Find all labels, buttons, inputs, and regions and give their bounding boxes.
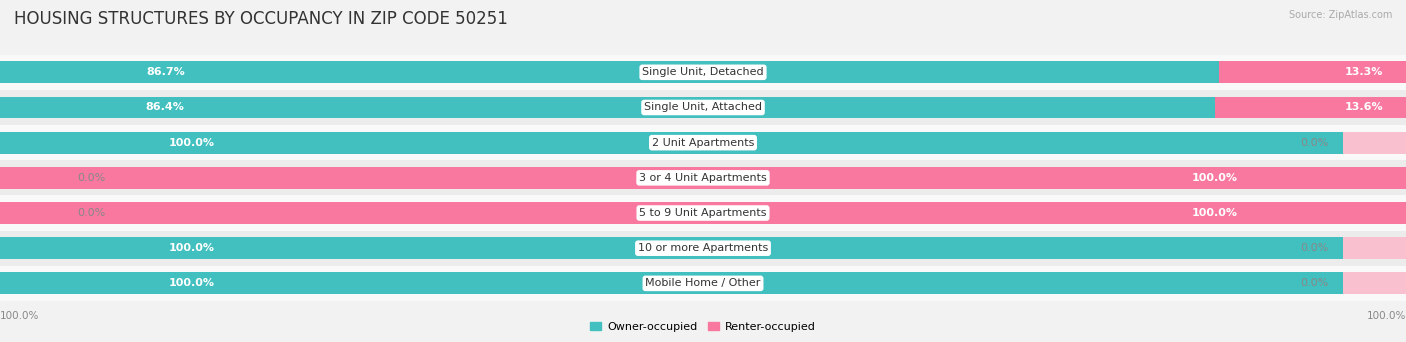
Text: HOUSING STRUCTURES BY OCCUPANCY IN ZIP CODE 50251: HOUSING STRUCTURES BY OCCUPANCY IN ZIP C… [14, 10, 508, 28]
Text: 2 Unit Apartments: 2 Unit Apartments [652, 138, 754, 148]
Text: 86.4%: 86.4% [146, 103, 184, 113]
Text: 100.0%: 100.0% [1367, 311, 1406, 321]
Bar [1343, 273, 1406, 294]
Text: Mobile Home / Other: Mobile Home / Other [645, 278, 761, 288]
Text: 100.0%: 100.0% [1191, 208, 1237, 218]
Bar [1343, 237, 1406, 259]
Bar [0, 167, 1406, 189]
Bar [0, 160, 1406, 195]
Text: 100.0%: 100.0% [0, 311, 39, 321]
Text: 3 or 4 Unit Apartments: 3 or 4 Unit Apartments [640, 173, 766, 183]
Bar [0, 202, 63, 224]
Bar [0, 132, 1406, 154]
Text: Single Unit, Attached: Single Unit, Attached [644, 103, 762, 113]
Bar [0, 55, 1406, 90]
Bar [0, 62, 1219, 83]
Text: 86.7%: 86.7% [146, 67, 186, 77]
Text: 100.0%: 100.0% [169, 243, 215, 253]
Text: 100.0%: 100.0% [169, 138, 215, 148]
Bar [1219, 62, 1406, 83]
Text: Source: ZipAtlas.com: Source: ZipAtlas.com [1288, 10, 1392, 20]
Text: 100.0%: 100.0% [169, 278, 215, 288]
Text: 0.0%: 0.0% [1301, 243, 1329, 253]
Bar [0, 202, 1406, 224]
Text: 0.0%: 0.0% [77, 208, 105, 218]
Bar [0, 195, 1406, 231]
Bar [1343, 132, 1406, 154]
Bar [0, 266, 1406, 301]
Bar [0, 167, 63, 189]
Text: 5 to 9 Unit Apartments: 5 to 9 Unit Apartments [640, 208, 766, 218]
Text: 0.0%: 0.0% [77, 173, 105, 183]
Bar [0, 273, 1406, 294]
Bar [0, 96, 1215, 118]
Legend: Owner-occupied, Renter-occupied: Owner-occupied, Renter-occupied [586, 317, 820, 337]
Text: 100.0%: 100.0% [1191, 173, 1237, 183]
Text: 10 or more Apartments: 10 or more Apartments [638, 243, 768, 253]
Bar [0, 237, 1406, 259]
Text: 13.3%: 13.3% [1346, 67, 1384, 77]
Text: 0.0%: 0.0% [1301, 138, 1329, 148]
Bar [1215, 96, 1406, 118]
Text: 13.6%: 13.6% [1344, 103, 1384, 113]
Bar [0, 125, 1406, 160]
Bar [0, 231, 1406, 266]
Text: Single Unit, Detached: Single Unit, Detached [643, 67, 763, 77]
Bar [0, 90, 1406, 125]
Text: 0.0%: 0.0% [1301, 278, 1329, 288]
